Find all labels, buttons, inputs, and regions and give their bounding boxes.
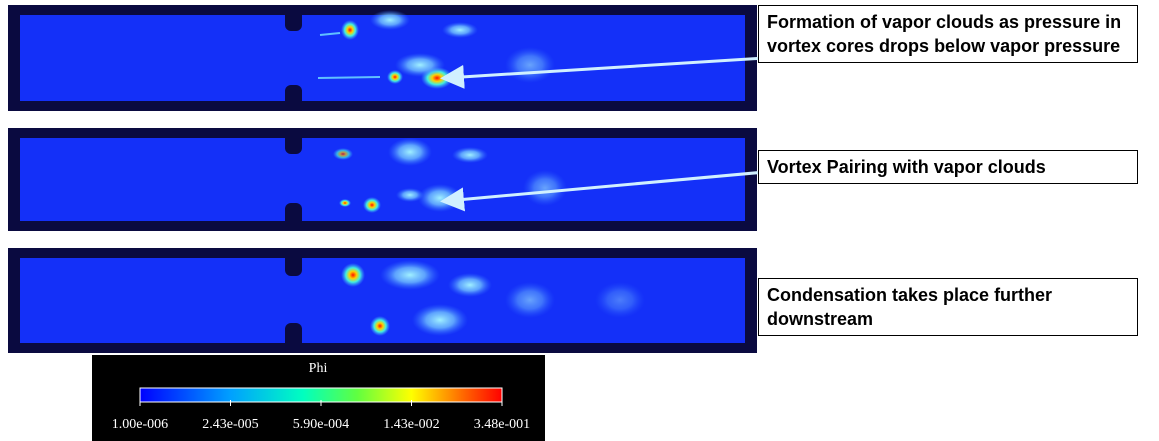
panel [8,5,757,111]
colorbar-tick-label: 2.43e-005 [202,417,258,432]
colorbar-tick-label: 1.00e-006 [112,417,168,432]
annotation: Condensation takes place further downstr… [758,278,1138,336]
annotation: Formation of vapor clouds as pressure in… [758,5,1138,63]
colorbar: Phi 1.00e-006 2.43e-005 5.90e-004 1.43e-002… [92,355,545,441]
figure: Phi 1.00e-006 2.43e-005 5.90e-004 1.43e-002… [0,0,1159,441]
page: Phi 1.00e-006 2.43e-005 5.90e-004 1.43e-002… [0,0,1159,441]
panel [8,248,757,353]
colorbar-tick-label: 3.48e-001 [474,417,530,432]
annotation: Vortex Pairing with vapor clouds [758,150,1138,184]
colorbar-title: Phi [309,361,328,376]
colorbar-tick-label: 5.90e-004 [293,417,349,432]
colorbar-tick-label: 1.43e-002 [383,417,439,432]
panel [8,128,757,231]
